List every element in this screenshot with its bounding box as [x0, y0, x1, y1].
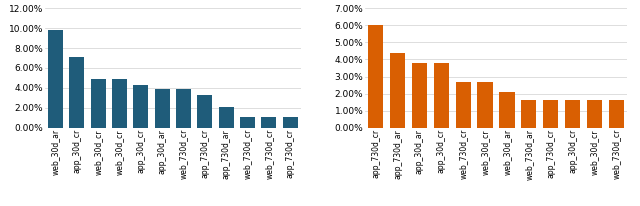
Bar — [412, 63, 427, 128]
Bar — [133, 85, 148, 128]
Bar — [261, 117, 276, 128]
Bar — [155, 89, 170, 128]
Bar — [587, 100, 602, 128]
Bar — [434, 63, 449, 128]
Bar — [543, 100, 558, 128]
Bar — [69, 57, 84, 128]
Bar — [565, 100, 580, 128]
Bar — [456, 82, 471, 128]
Bar — [176, 89, 191, 128]
Bar — [219, 107, 234, 128]
Bar — [368, 25, 383, 128]
Bar — [390, 53, 405, 128]
Bar — [240, 117, 255, 128]
Bar — [609, 100, 624, 128]
Bar — [91, 79, 106, 128]
Bar — [499, 92, 515, 128]
Bar — [112, 79, 127, 128]
Bar — [197, 95, 212, 128]
Bar — [283, 117, 298, 128]
Bar — [48, 30, 63, 128]
Bar — [477, 82, 493, 128]
Bar — [521, 100, 536, 128]
